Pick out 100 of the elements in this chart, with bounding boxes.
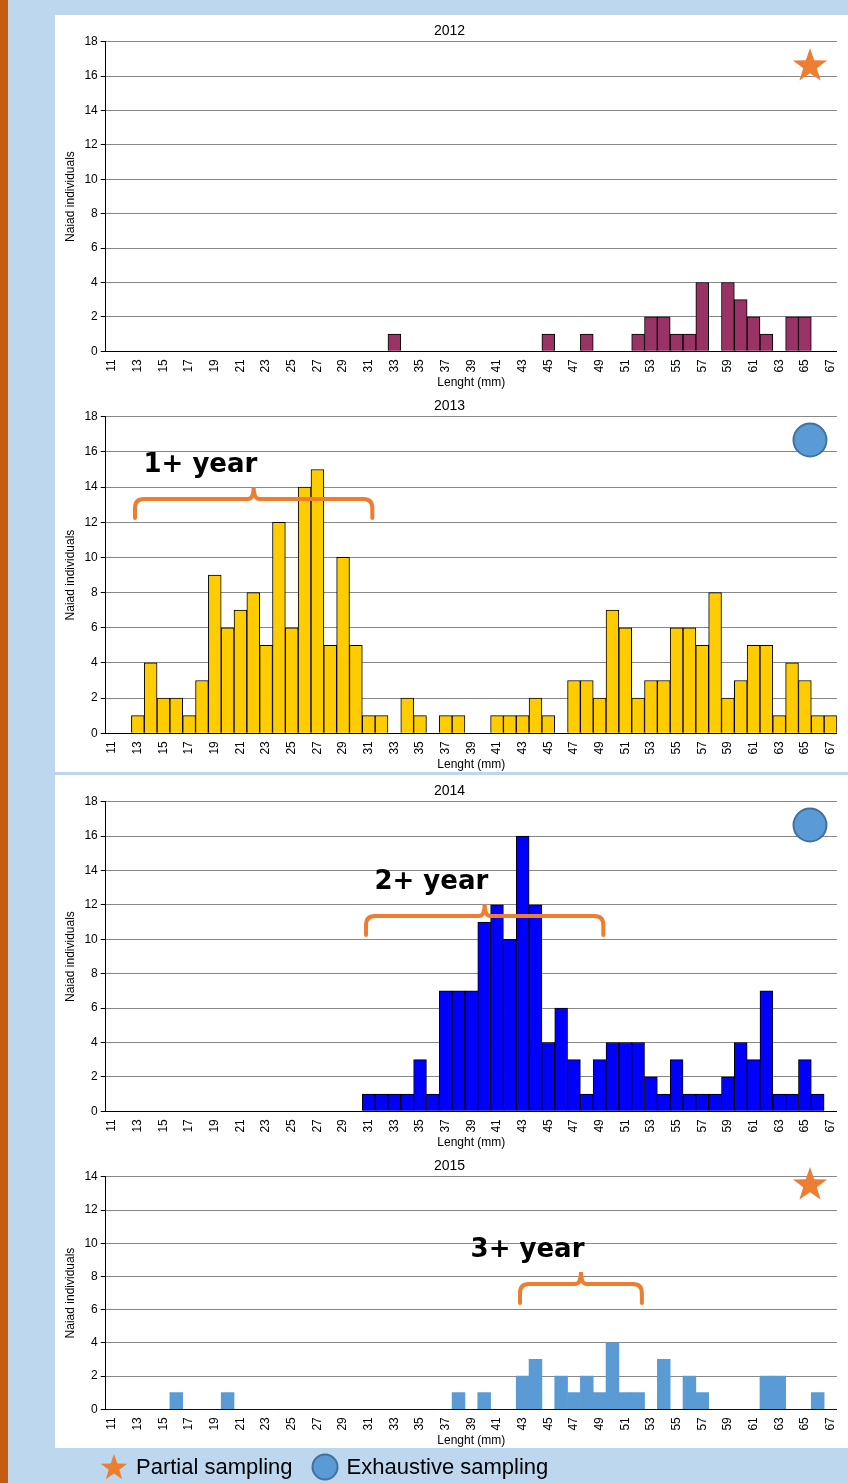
y-tick-label: 8: [91, 206, 99, 221]
x-tick-label: 23: [258, 740, 273, 755]
x-tick-label: 51: [617, 358, 632, 373]
x-tick-label: 35: [412, 740, 427, 755]
x-tick-label: 27: [309, 1118, 324, 1133]
x-tick-label: 11: [104, 1118, 119, 1132]
x-tick-label: 67: [822, 1118, 837, 1133]
x-tick-label: 49: [591, 358, 606, 373]
x-tick-label: 45: [540, 358, 555, 373]
x-tick-label: 51: [617, 1416, 632, 1431]
x-tick-label: 63: [771, 1118, 786, 1133]
y-tick-label: 14: [84, 1169, 99, 1184]
x-tick-label: 29: [335, 358, 350, 373]
x-tick-label: 65: [797, 740, 812, 755]
x-tick-label: 33: [386, 1416, 401, 1431]
x-tick-label: 29: [335, 740, 350, 755]
x-tick-label: 49: [591, 1118, 606, 1133]
x-tick-label: 15: [155, 358, 170, 373]
x-tick-label: 53: [643, 358, 658, 373]
x-tick-label: 65: [797, 358, 812, 373]
x-tick-label: 25: [284, 358, 299, 373]
x-tick-label: 31: [361, 1416, 376, 1431]
y-tick-label: 18: [84, 409, 99, 424]
x-tick-label: 61: [745, 1416, 760, 1431]
x-tick-label: 29: [335, 1118, 350, 1133]
x-tick-label: 61: [745, 1118, 760, 1133]
x-tick-label: 57: [694, 358, 709, 373]
y-tick-label: 10: [84, 1235, 99, 1250]
x-tick-label: 55: [668, 358, 683, 373]
x-tick-label: 61: [745, 358, 760, 373]
y-tick-label: 6: [91, 1301, 99, 1316]
y-axis-title: Naiad individuals: [62, 911, 77, 1002]
y-tick-label: 14: [84, 102, 99, 117]
x-tick-label: 31: [361, 358, 376, 373]
x-tick-label: 51: [617, 1118, 632, 1133]
x-tick-label: 15: [155, 1416, 170, 1431]
y-tick-label: 0: [91, 343, 99, 358]
x-tick-label: 41: [489, 358, 504, 373]
x-tick-label: 31: [361, 1118, 376, 1133]
y-tick-label: 12: [84, 514, 99, 529]
x-tick-label: 41: [489, 1118, 504, 1133]
x-tick-label: 59: [720, 1416, 735, 1431]
chart-title: 2012: [433, 22, 466, 39]
x-tick-label: 19: [207, 358, 222, 373]
y-tick-label: 12: [84, 137, 99, 152]
x-tick-label: 35: [412, 1118, 427, 1133]
y-tick-label: 6: [91, 1000, 99, 1015]
x-tick-label: 53: [643, 1416, 658, 1431]
y-tick-label: 2: [91, 1368, 99, 1383]
y-tick-label: 2: [91, 690, 99, 705]
x-tick-label: 13: [130, 1416, 145, 1431]
y-tick-label: 4: [91, 274, 99, 289]
x-tick-label: 49: [591, 740, 606, 755]
text: Exhaustive sampling: [346, 1454, 549, 1480]
x-tick-label: 67: [822, 358, 837, 373]
x-tick-label: 23: [258, 358, 273, 373]
y-tick-label: 10: [84, 549, 99, 564]
x-tick-label: 57: [694, 1118, 709, 1133]
x-tick-label: 43: [514, 740, 529, 755]
y-axis-title: Naiad individuals: [62, 1247, 77, 1339]
y-tick-label: 0: [91, 1103, 99, 1118]
y-tick-label: 4: [91, 655, 99, 670]
x-tick-label: 19: [207, 1118, 222, 1133]
x-tick-label: 19: [207, 740, 222, 755]
y-tick-label: 10: [84, 171, 99, 186]
x-tick-label: 25: [284, 740, 299, 755]
x-tick-label: 15: [155, 740, 170, 755]
y-tick-label: 18: [84, 34, 99, 49]
y-tick-label: 4: [91, 1034, 99, 1049]
annotation: 1+ year: [143, 447, 258, 478]
x-tick-label: 37: [438, 1416, 452, 1431]
x-tick-label: 43: [514, 1416, 529, 1431]
x-tick-label: 47: [566, 358, 581, 373]
y-tick-label: 14: [84, 479, 99, 494]
x-tick-label: 67: [822, 1416, 837, 1431]
x-tick-label: 27: [309, 1416, 324, 1431]
x-tick-label: 11: [104, 358, 119, 372]
x-tick-label: 37: [438, 740, 452, 755]
x-tick-label: 39: [463, 740, 478, 755]
y-tick-label: 14: [84, 862, 99, 877]
x-tick-label: 39: [463, 1118, 478, 1133]
x-tick-label: 15: [155, 1118, 170, 1133]
x-tick-label: 45: [540, 1118, 555, 1133]
chart-title: 2014: [433, 782, 466, 799]
y-tick-label: 18: [84, 794, 99, 809]
x-tick-label: 59: [720, 1118, 735, 1133]
x-tick-label: 13: [130, 740, 145, 755]
x-tick-label: 17: [181, 1118, 196, 1133]
x-tick-label: 55: [668, 1118, 683, 1133]
y-tick-label: 0: [91, 1401, 99, 1416]
x-tick-label: 59: [720, 740, 735, 755]
annotation: 2+ year: [374, 865, 489, 896]
y-tick-label: 12: [84, 897, 99, 912]
x-tick-label: 37: [438, 1118, 452, 1133]
y-tick-label: 8: [91, 966, 99, 981]
x-tick-label: 35: [412, 358, 427, 373]
y-tick-label: 16: [84, 68, 99, 83]
y-tick-label: 2: [91, 309, 99, 324]
x-tick-label: 39: [463, 358, 478, 373]
x-tick-label: 47: [566, 1416, 581, 1431]
